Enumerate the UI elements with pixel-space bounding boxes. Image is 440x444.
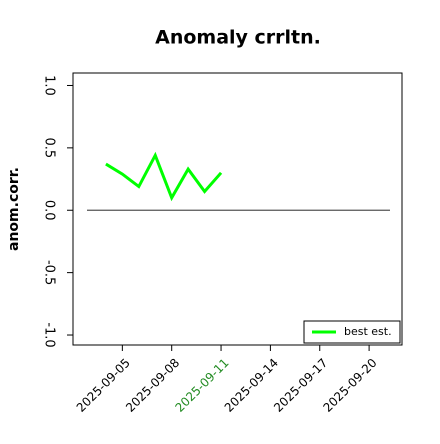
y-tick-label: -1.0	[42, 322, 57, 347]
data-line	[105, 151, 223, 202]
legend-box	[303, 320, 401, 344]
plot-frame	[72, 72, 403, 346]
y-tick-label: -0.5	[42, 260, 57, 285]
x-tick-label: 2025-09-20	[320, 356, 379, 415]
y-tick-label: 1.0	[42, 75, 57, 96]
chart-title: Anomaly crrltn.	[155, 27, 321, 49]
y-tick-label: 0.0	[42, 200, 57, 221]
legend-label: best est.	[344, 325, 392, 338]
y-axis-label: anom.corr.	[6, 167, 22, 251]
y-tick-label: 0.5	[42, 138, 57, 159]
